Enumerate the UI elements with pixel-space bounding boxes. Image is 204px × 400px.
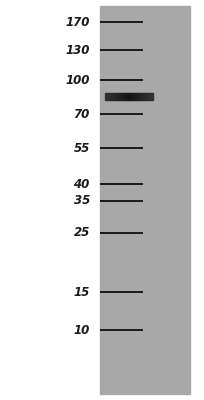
Bar xyxy=(141,93,142,100)
Bar xyxy=(127,93,128,100)
Bar xyxy=(144,93,145,100)
Bar xyxy=(107,93,108,100)
Bar xyxy=(115,93,116,100)
Bar xyxy=(110,93,111,100)
Bar xyxy=(105,93,106,100)
Bar xyxy=(150,93,151,100)
Bar xyxy=(113,93,114,100)
Bar xyxy=(112,93,113,100)
Text: 10: 10 xyxy=(73,324,90,336)
Bar xyxy=(135,93,136,100)
Bar xyxy=(146,93,147,100)
Bar xyxy=(0,0,100,400)
Text: 40: 40 xyxy=(73,178,90,190)
Bar xyxy=(126,93,127,100)
Bar xyxy=(123,93,124,100)
Bar xyxy=(142,93,143,100)
Bar xyxy=(100,6,190,394)
Bar xyxy=(143,93,144,100)
Bar xyxy=(111,93,112,100)
Bar xyxy=(149,93,150,100)
Bar xyxy=(134,93,135,100)
Text: 55: 55 xyxy=(73,142,90,154)
Bar xyxy=(130,93,131,100)
Bar xyxy=(128,93,129,100)
Bar xyxy=(129,93,130,100)
Bar xyxy=(136,93,137,100)
Bar xyxy=(137,93,138,100)
Bar xyxy=(138,93,139,100)
Bar xyxy=(139,93,140,100)
Text: 15: 15 xyxy=(73,286,90,298)
Bar xyxy=(152,93,153,100)
Bar xyxy=(133,93,134,100)
Bar xyxy=(117,93,118,100)
Bar xyxy=(121,93,122,100)
Bar xyxy=(124,93,125,100)
Text: 25: 25 xyxy=(73,226,90,239)
Text: 170: 170 xyxy=(65,16,90,28)
Bar xyxy=(131,93,132,100)
Bar xyxy=(122,93,123,100)
Bar xyxy=(125,93,126,100)
Text: 130: 130 xyxy=(65,44,90,56)
Bar xyxy=(114,93,115,100)
Bar xyxy=(147,93,148,100)
Bar xyxy=(145,93,146,100)
Bar xyxy=(151,93,152,100)
Bar xyxy=(116,93,117,100)
Bar xyxy=(120,93,121,100)
Bar xyxy=(148,93,149,100)
Bar xyxy=(106,93,107,100)
Bar xyxy=(119,93,120,100)
Bar xyxy=(140,93,141,100)
Bar xyxy=(108,93,109,100)
Bar xyxy=(109,93,110,100)
Text: 100: 100 xyxy=(65,74,90,86)
Bar xyxy=(132,93,133,100)
Text: 35: 35 xyxy=(73,194,90,207)
Bar xyxy=(118,93,119,100)
Text: 70: 70 xyxy=(73,108,90,120)
